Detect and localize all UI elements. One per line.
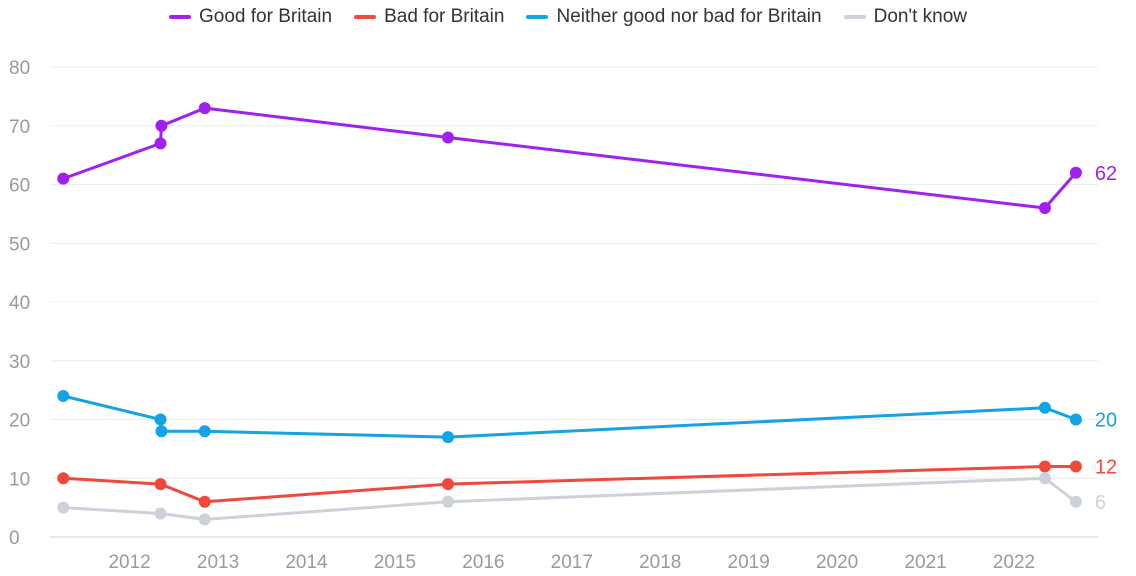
data-point-0-6 — [1069, 166, 1082, 179]
legend-label-good: Good for Britain — [199, 6, 333, 27]
data-point-2-5 — [1038, 401, 1051, 414]
data-point-3-2 — [198, 513, 211, 526]
legend-swatch-bad — [354, 15, 377, 19]
data-point-1-5 — [1069, 460, 1082, 473]
y-tick-label-10: 10 — [9, 469, 30, 490]
x-tick-label-2016: 2016 — [462, 552, 504, 573]
y-tick-label-50: 50 — [9, 234, 30, 255]
x-tick-label-2021: 2021 — [904, 552, 946, 573]
y-tick-label-0: 0 — [9, 528, 20, 549]
data-point-2-4 — [441, 431, 454, 444]
legend-label-dont-know: Don't know — [873, 6, 967, 27]
data-point-0-3 — [198, 102, 211, 115]
legend-item-good: Good for Britain — [169, 6, 332, 28]
data-point-2-0 — [57, 390, 70, 402]
legend-swatch-dont-know — [843, 15, 866, 19]
data-point-1-4 — [1038, 460, 1051, 473]
x-tick-label-2015: 2015 — [374, 552, 416, 573]
data-point-0-0 — [57, 172, 70, 185]
y-tick-label-20: 20 — [9, 411, 30, 432]
x-tick-label-2017: 2017 — [551, 552, 593, 573]
data-point-2-2 — [155, 425, 168, 438]
legend-label-bad: Bad for Britain — [384, 6, 505, 27]
series-line-2 — [61, 394, 1078, 439]
x-tick-label-2018: 2018 — [639, 552, 681, 573]
series-line-0 — [61, 106, 1078, 210]
series-line-3 — [61, 476, 1078, 521]
data-point-0-4 — [441, 131, 454, 144]
legend-item-bad: Bad for Britain — [354, 6, 504, 28]
legend: Good for Britain Bad for Britain Neither… — [0, 6, 1136, 28]
data-point-0-1 — [154, 137, 167, 150]
data-point-1-3 — [441, 478, 454, 491]
data-point-2-6 — [1069, 413, 1082, 426]
data-point-3-0 — [57, 501, 70, 514]
y-tick-label-40: 40 — [9, 293, 30, 314]
data-point-1-0 — [57, 472, 70, 485]
legend-item-neither: Neither good nor bad for Britain — [526, 6, 822, 28]
end-label-1: 12 — [1095, 457, 1117, 479]
end-label-0: 62 — [1095, 163, 1117, 185]
legend-swatch-neither — [526, 15, 549, 19]
data-point-1-2 — [198, 495, 211, 508]
legend-label-neither: Neither good nor bad for Britain — [556, 6, 822, 27]
x-tick-label-2013: 2013 — [197, 552, 239, 573]
y-tick-label-60: 60 — [9, 176, 30, 197]
data-point-2-3 — [198, 425, 211, 438]
x-tick-label-2022: 2022 — [993, 552, 1035, 573]
data-point-0-5 — [1038, 202, 1051, 214]
legend-item-dont-know: Don't know — [843, 6, 967, 28]
x-tick-label-2020: 2020 — [816, 552, 858, 573]
data-point-3-5 — [1069, 495, 1082, 508]
data-point-1-1 — [154, 478, 167, 491]
x-tick-label-2014: 2014 — [285, 552, 328, 573]
end-label-2: 20 — [1095, 410, 1117, 432]
data-point-0-2 — [155, 119, 168, 132]
legend-swatch-good — [169, 15, 191, 19]
data-point-2-1 — [154, 413, 167, 426]
data-point-3-4 — [1038, 472, 1051, 485]
y-tick-label-30: 30 — [9, 352, 30, 373]
end-label-3: 6 — [1095, 492, 1106, 514]
y-tick-label-80: 80 — [9, 58, 30, 79]
data-point-3-3 — [441, 495, 454, 508]
x-tick-label-2012: 2012 — [108, 552, 150, 573]
x-tick-label-2019: 2019 — [728, 552, 770, 573]
data-point-3-1 — [154, 507, 167, 520]
y-tick-label-70: 70 — [9, 117, 30, 138]
